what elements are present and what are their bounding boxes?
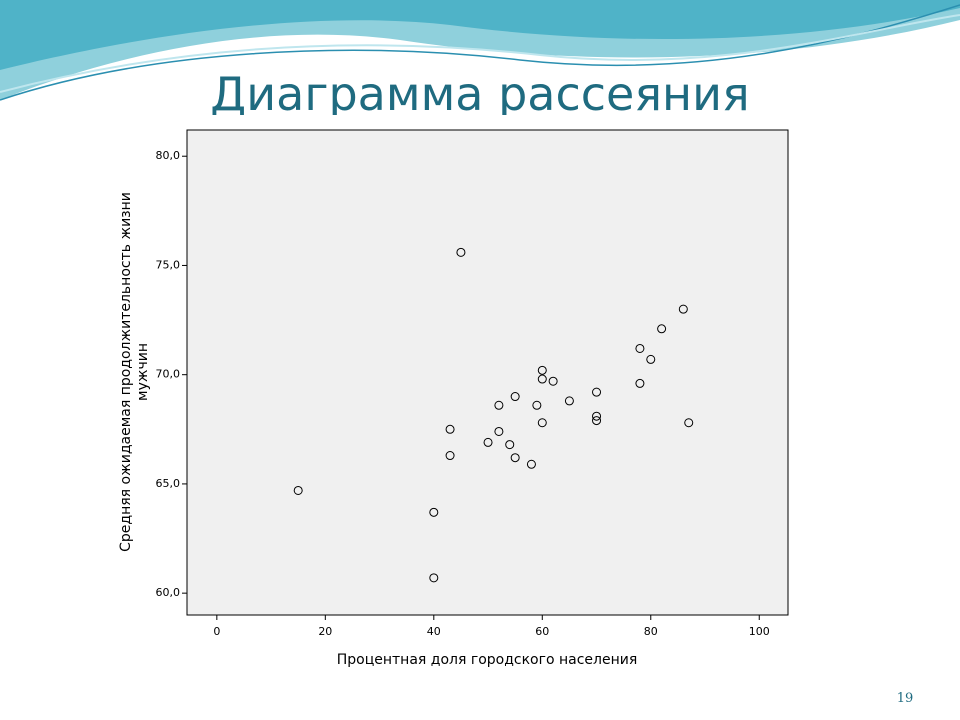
y-tick-label: 80,0 [156,149,181,162]
point [684,418,694,428]
point [537,374,547,384]
point [483,437,493,447]
y-axis-label: Средняя ожидаемая продолжительность жизн… [118,192,134,552]
x-axis-label: Процентная доля городского населения [337,652,638,668]
wave [0,0,960,70]
plot-area [186,129,789,616]
point [564,396,574,406]
point [592,387,602,397]
y-tick-label: 70,0 [156,368,181,381]
point [293,485,303,495]
point [592,411,602,421]
point [635,378,645,388]
point [532,400,542,410]
slide-number: 19 [897,691,914,706]
x-tick-label: 20 [318,625,332,638]
x-tick-label: 100 [749,625,770,638]
y-tick-label: 75,0 [156,258,181,271]
point [445,451,455,461]
x-tick-label: 40 [427,625,441,638]
point [592,416,602,426]
point [548,376,558,386]
x-tick-label: 0 [213,625,220,638]
point [537,418,547,428]
point [635,343,645,353]
point [678,304,688,314]
point [537,365,547,375]
point [429,507,439,517]
point [526,459,536,469]
point [494,426,504,436]
wave-line [0,14,960,93]
point [494,400,504,410]
point [429,573,439,583]
x-tick-label: 60 [535,625,549,638]
point [510,453,520,463]
point [456,247,466,257]
point [510,392,520,402]
slide-title: Диаграмма рассеяния [210,67,749,121]
point [445,424,455,434]
y-tick-label: 65,0 [156,477,181,490]
point [646,354,656,364]
y-axis-label: мужчин [135,343,151,401]
point [505,440,515,450]
point [657,324,667,334]
x-tick-label: 80 [644,625,658,638]
y-tick-label: 60,0 [156,586,181,599]
